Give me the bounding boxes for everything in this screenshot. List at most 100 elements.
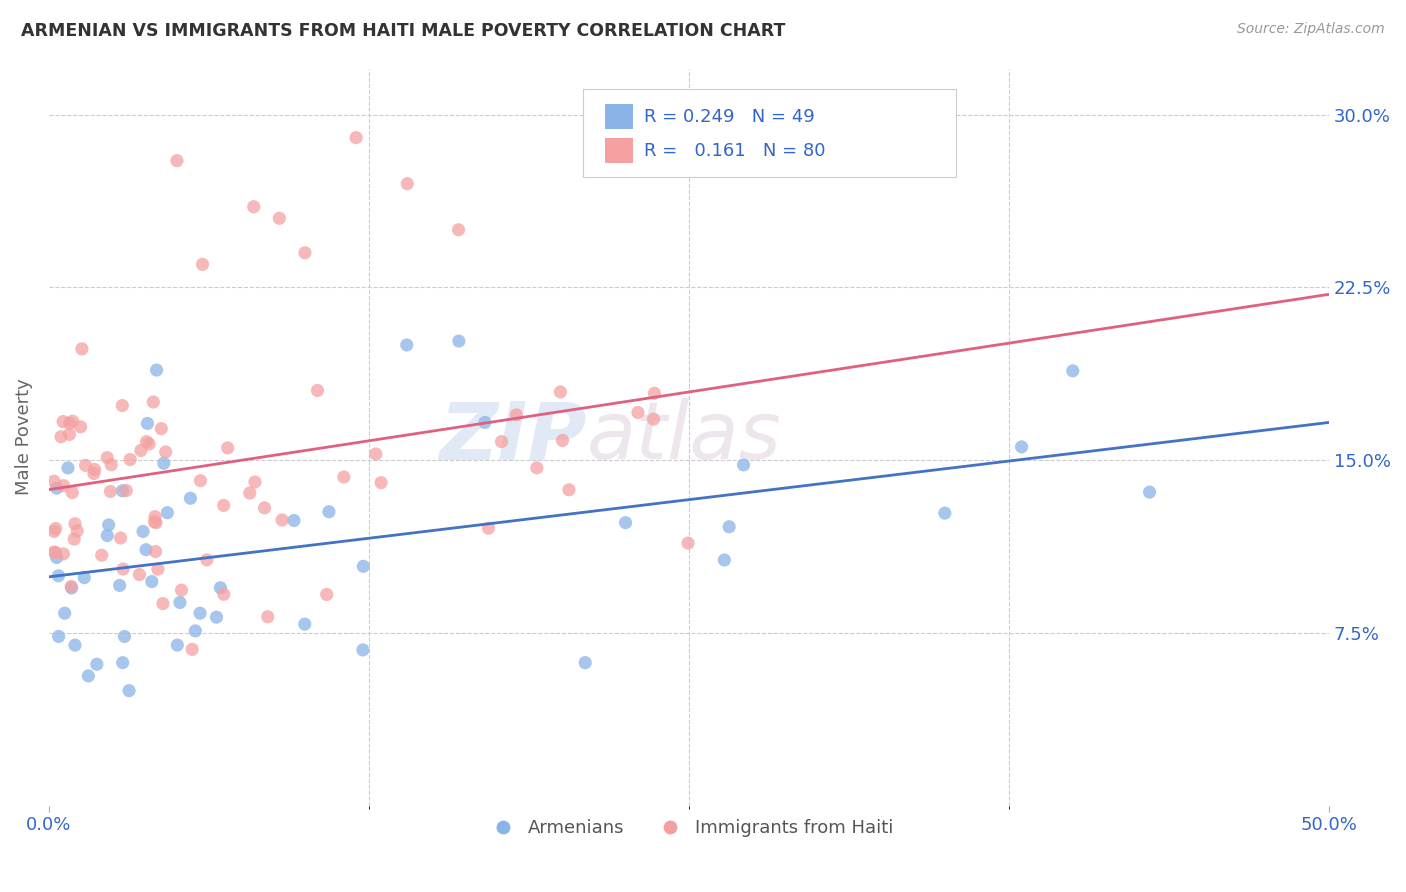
Point [170, 583, 193, 598]
Text: ARMENIAN VS IMMIGRANTS FROM HAITI MALE POVERTY CORRELATION CHART: ARMENIAN VS IMMIGRANTS FROM HAITI MALE P… [21, 22, 786, 40]
Point [63, 532, 86, 546]
Point [526, 461, 548, 475]
Point [271, 513, 294, 527]
Point [132, 524, 155, 539]
Point [550, 384, 572, 399]
Point [114, 630, 136, 644]
Point [184, 624, 207, 638]
Point [447, 223, 470, 237]
Point [195, 553, 218, 567]
Point [60, 581, 83, 595]
Point [217, 441, 239, 455]
Point [190, 474, 212, 488]
Point [129, 443, 152, 458]
Point [49, 430, 72, 444]
Point [96, 450, 118, 465]
Point [66, 524, 89, 538]
Point [1139, 485, 1161, 500]
Point [48, 569, 70, 583]
Point [42, 524, 65, 539]
Point [181, 642, 204, 657]
Point [60, 579, 83, 593]
Point [52, 478, 75, 492]
Point [111, 483, 134, 498]
Point [143, 509, 166, 524]
Point [558, 483, 581, 497]
Point [352, 559, 374, 574]
Point [191, 257, 214, 271]
Point [364, 447, 387, 461]
Point [307, 384, 329, 398]
Point [90, 548, 112, 562]
Point [52, 415, 75, 429]
Point [212, 587, 235, 601]
Point [44, 545, 66, 559]
Text: Source: ZipAtlas.com: Source: ZipAtlas.com [1237, 22, 1385, 37]
Point [141, 574, 163, 589]
Point [491, 434, 513, 449]
Text: atlas: atlas [586, 398, 782, 476]
Point [318, 505, 340, 519]
Y-axis label: Male Poverty: Male Poverty [15, 379, 32, 495]
Point [166, 153, 188, 168]
Point [212, 499, 235, 513]
Point [53, 606, 76, 620]
Point [135, 542, 157, 557]
Point [209, 581, 232, 595]
Point [45, 481, 67, 495]
Legend: Armenians, Immigrants from Haiti: Armenians, Immigrants from Haiti [477, 812, 900, 845]
Point [100, 458, 122, 472]
Point [1011, 440, 1033, 454]
Point [188, 606, 211, 620]
Point [145, 363, 167, 377]
Point [63, 516, 86, 531]
Point [315, 587, 337, 601]
Text: R = 0.249   N = 49: R = 0.249 N = 49 [644, 108, 814, 126]
Point [239, 486, 262, 500]
Point [100, 484, 122, 499]
Point [256, 609, 278, 624]
Point [111, 399, 134, 413]
Point [474, 416, 496, 430]
Point [152, 597, 174, 611]
Point [96, 528, 118, 542]
Point [396, 177, 419, 191]
Point [294, 617, 316, 632]
Point [205, 610, 228, 624]
Point [395, 338, 418, 352]
Point [333, 470, 356, 484]
Point [136, 417, 159, 431]
Point [110, 531, 132, 545]
Point [115, 483, 138, 498]
Point [243, 475, 266, 489]
Point [56, 461, 79, 475]
Point [111, 656, 134, 670]
Point [253, 500, 276, 515]
Point [733, 458, 755, 472]
Point [150, 422, 173, 436]
Point [120, 452, 142, 467]
Point [169, 595, 191, 609]
Point [179, 491, 201, 506]
Point [143, 515, 166, 529]
Point [447, 334, 470, 348]
Point [283, 514, 305, 528]
Point [370, 475, 392, 490]
Point [58, 427, 80, 442]
Point [643, 386, 665, 401]
Point [60, 485, 83, 500]
Point [718, 520, 741, 534]
Point [145, 544, 167, 558]
Point [45, 522, 67, 536]
Text: R =   0.161   N = 80: R = 0.161 N = 80 [644, 142, 825, 160]
Point [48, 630, 70, 644]
Point [145, 516, 167, 530]
Point [77, 669, 100, 683]
Point [58, 417, 80, 431]
Point [97, 517, 120, 532]
Point [73, 571, 96, 585]
Point [142, 395, 165, 409]
Point [118, 683, 141, 698]
Point [627, 405, 650, 419]
Point [128, 567, 150, 582]
